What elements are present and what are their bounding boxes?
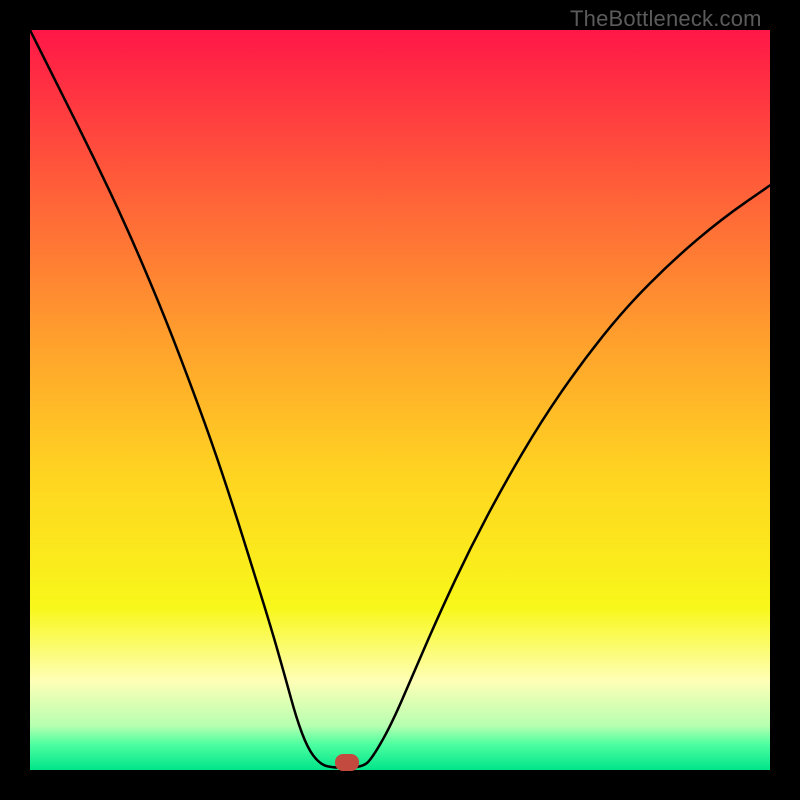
optimal-marker [335,754,359,770]
gradient-plot-area [30,30,770,770]
watermark-label: TheBottleneck.com [570,6,762,32]
chart-stage: TheBottleneck.com [0,0,800,800]
